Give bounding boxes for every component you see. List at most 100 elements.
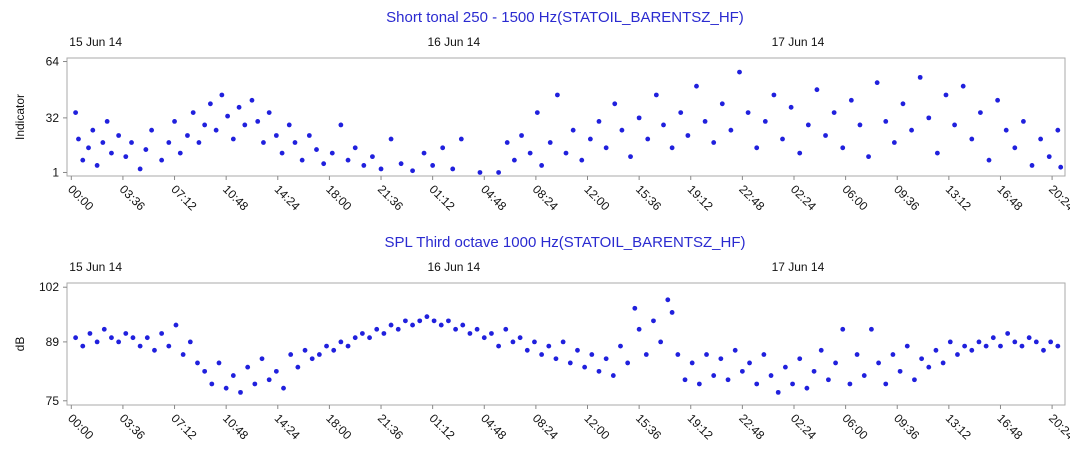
data-point <box>754 145 760 151</box>
data-point <box>149 127 155 133</box>
data-point <box>689 360 695 366</box>
data-point <box>933 347 939 353</box>
x-tick-label: 13:12 <box>943 182 974 213</box>
data-point <box>589 352 595 357</box>
data-point <box>130 335 136 341</box>
data-point <box>80 343 86 349</box>
data-point <box>539 352 545 357</box>
data-point <box>467 331 473 336</box>
x-tick-label: 08:24 <box>530 411 561 442</box>
data-point <box>438 322 444 328</box>
data-point <box>685 133 691 138</box>
data-point <box>159 157 165 163</box>
data-point <box>745 110 751 115</box>
date-label: 17 Jun 14 <box>772 35 825 49</box>
data-point <box>869 326 874 332</box>
data-point <box>826 377 831 383</box>
data-point <box>926 364 932 370</box>
data-point <box>259 356 265 362</box>
data-point <box>398 161 404 167</box>
data-point <box>279 150 285 156</box>
data-point <box>345 157 351 163</box>
x-tick-label: 16:48 <box>994 182 1025 213</box>
data-point <box>458 136 464 142</box>
data-point <box>775 389 781 395</box>
data-point <box>213 127 219 133</box>
data-point <box>719 101 725 107</box>
data-point <box>969 347 975 353</box>
data-point <box>696 381 702 387</box>
plot-frame <box>66 282 1066 406</box>
data-point <box>116 339 122 345</box>
data-point <box>144 335 150 341</box>
data-point <box>563 150 569 156</box>
data-point <box>143 147 149 152</box>
data-point <box>225 113 230 119</box>
data-point <box>739 368 745 374</box>
data-point <box>288 352 294 357</box>
data-point <box>1019 343 1025 349</box>
data-point <box>780 136 785 142</box>
data-point <box>166 140 172 145</box>
data-point <box>230 373 236 378</box>
data-point <box>292 140 298 145</box>
y-tick-label: 89 <box>46 335 60 349</box>
x-tick-label: 07:12 <box>168 411 199 442</box>
data-point <box>511 157 517 163</box>
data-point <box>909 127 914 133</box>
x-tick-label: 02:24 <box>788 411 819 442</box>
data-point <box>370 154 375 160</box>
data-point <box>109 335 114 341</box>
x-tick-label: 12:00 <box>581 411 612 442</box>
data-point <box>352 335 358 341</box>
data-point <box>474 326 480 332</box>
data-point <box>962 343 968 349</box>
data-point <box>137 343 143 349</box>
data-point <box>603 356 609 362</box>
data-point <box>643 352 649 357</box>
data-point <box>665 297 671 303</box>
data-point <box>625 360 631 366</box>
data-point <box>943 92 949 98</box>
data-point <box>977 110 983 115</box>
x-tick-label: 08:24 <box>530 182 561 213</box>
data-point <box>195 360 200 366</box>
data-point <box>299 157 305 163</box>
data-point <box>554 92 560 98</box>
data-point <box>496 170 502 175</box>
data-point <box>732 347 738 353</box>
x-tick-label: 06:00 <box>839 411 870 442</box>
data-point <box>331 347 337 353</box>
data-point <box>952 122 957 128</box>
data-point <box>797 150 803 156</box>
data-point <box>874 80 880 86</box>
data-point <box>101 326 107 332</box>
data-point <box>431 318 437 324</box>
data-point <box>352 145 358 151</box>
data-point <box>345 343 351 349</box>
data-point <box>900 101 906 107</box>
data-point <box>424 314 430 320</box>
data-point <box>782 364 788 370</box>
data-point <box>651 318 656 324</box>
data-point <box>897 368 903 374</box>
data-point <box>546 343 552 349</box>
data-point <box>159 331 165 336</box>
x-tick-label: 06:00 <box>839 182 870 213</box>
data-point <box>761 352 767 357</box>
data-point <box>90 127 96 133</box>
data-point <box>489 331 494 336</box>
date-label: 15 Jun 14 <box>69 260 122 274</box>
data-point <box>840 326 846 332</box>
data-point <box>976 339 982 345</box>
data-point <box>831 110 837 115</box>
data-point <box>388 136 394 142</box>
data-point <box>460 322 466 328</box>
x-tick-label: 12:00 <box>581 182 612 213</box>
data-point <box>553 356 559 362</box>
data-point <box>768 373 774 378</box>
x-tick-label: 07:12 <box>168 182 199 213</box>
data-point <box>934 150 940 156</box>
date-label: 16 Jun 14 <box>427 260 480 274</box>
data-point <box>669 310 675 315</box>
